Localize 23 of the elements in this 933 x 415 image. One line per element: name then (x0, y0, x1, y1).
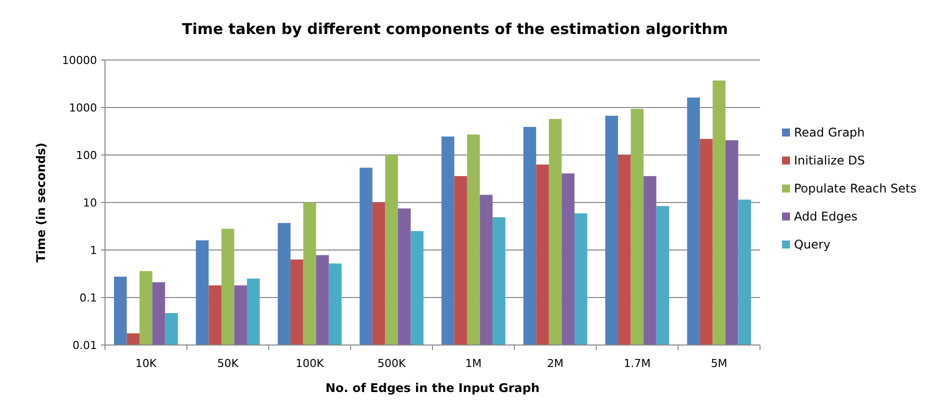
x-tick-label: 2M (547, 357, 564, 370)
legend-label: Initialize DS (794, 154, 865, 168)
y-tick-label: 0.1 (80, 291, 97, 304)
y-tick-label: 0.01 (72, 338, 97, 352)
x-tick-label: 1.7M (624, 357, 651, 370)
legend-label: Populate Reach Sets (794, 182, 916, 196)
legend-label: Add Edges (794, 210, 858, 224)
x-tick-label: 10K (135, 357, 158, 370)
x-tick-label: 500K (377, 357, 406, 370)
y-tick-label: 100 (76, 148, 97, 162)
legend-label: Read Graph (794, 126, 865, 140)
x-tick-label: 100K (296, 357, 325, 370)
x-axis-title: No. of Edges in the Input Graph (326, 381, 540, 395)
legend-label: Query (794, 238, 830, 252)
y-axis-title: Time (in seconds) (34, 142, 48, 262)
y-tick-label: 1 (90, 244, 97, 257)
y-tick-label: 10 (83, 196, 97, 210)
x-tick-label: 5M (710, 357, 728, 370)
y-tick-label: 10000 (62, 54, 97, 67)
chart-title: Time taken by different components of the estimation algorithm (182, 20, 728, 38)
x-tick-label: 50K (217, 357, 240, 370)
y-tick-label: 1000 (69, 101, 97, 114)
x-tick-label: 1M (465, 357, 482, 370)
